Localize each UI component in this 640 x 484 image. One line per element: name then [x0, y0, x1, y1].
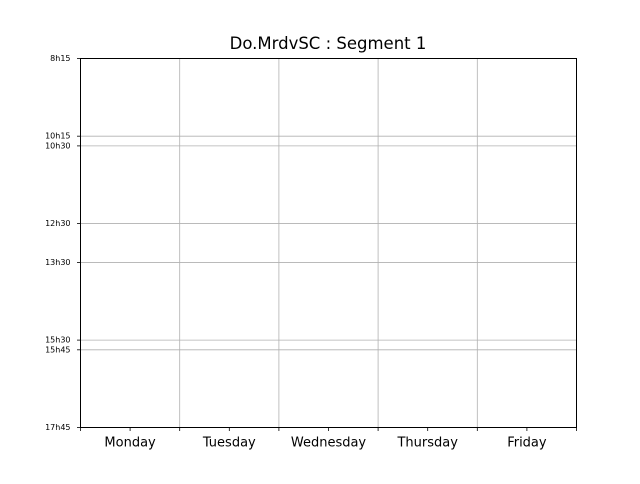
x-axis: Monday Tuesday Wednesday Thursday Friday — [80, 427, 577, 451]
y-tick-label: 17h45 — [45, 423, 70, 432]
grid — [80, 58, 577, 428]
y-tick-label: 13h30 — [45, 258, 70, 267]
chart-title: Do.MrdvSC : Segment 1 — [230, 34, 427, 53]
x-tick-label: Friday — [507, 436, 547, 451]
x-tick-label: Monday — [104, 436, 156, 451]
y-tick-label: 15h45 — [45, 345, 70, 354]
y-tick-label: 10h15 — [45, 132, 70, 141]
y-tick-label: 12h30 — [45, 219, 70, 228]
y-tick-label: 15h30 — [45, 336, 70, 345]
x-tick-label: Thursday — [396, 436, 458, 451]
x-tick-label: Tuesday — [202, 436, 256, 451]
y-tick-label: 10h30 — [45, 141, 70, 150]
y-tick-label: 8h15 — [50, 54, 70, 63]
x-tick-label: Wednesday — [291, 436, 367, 451]
